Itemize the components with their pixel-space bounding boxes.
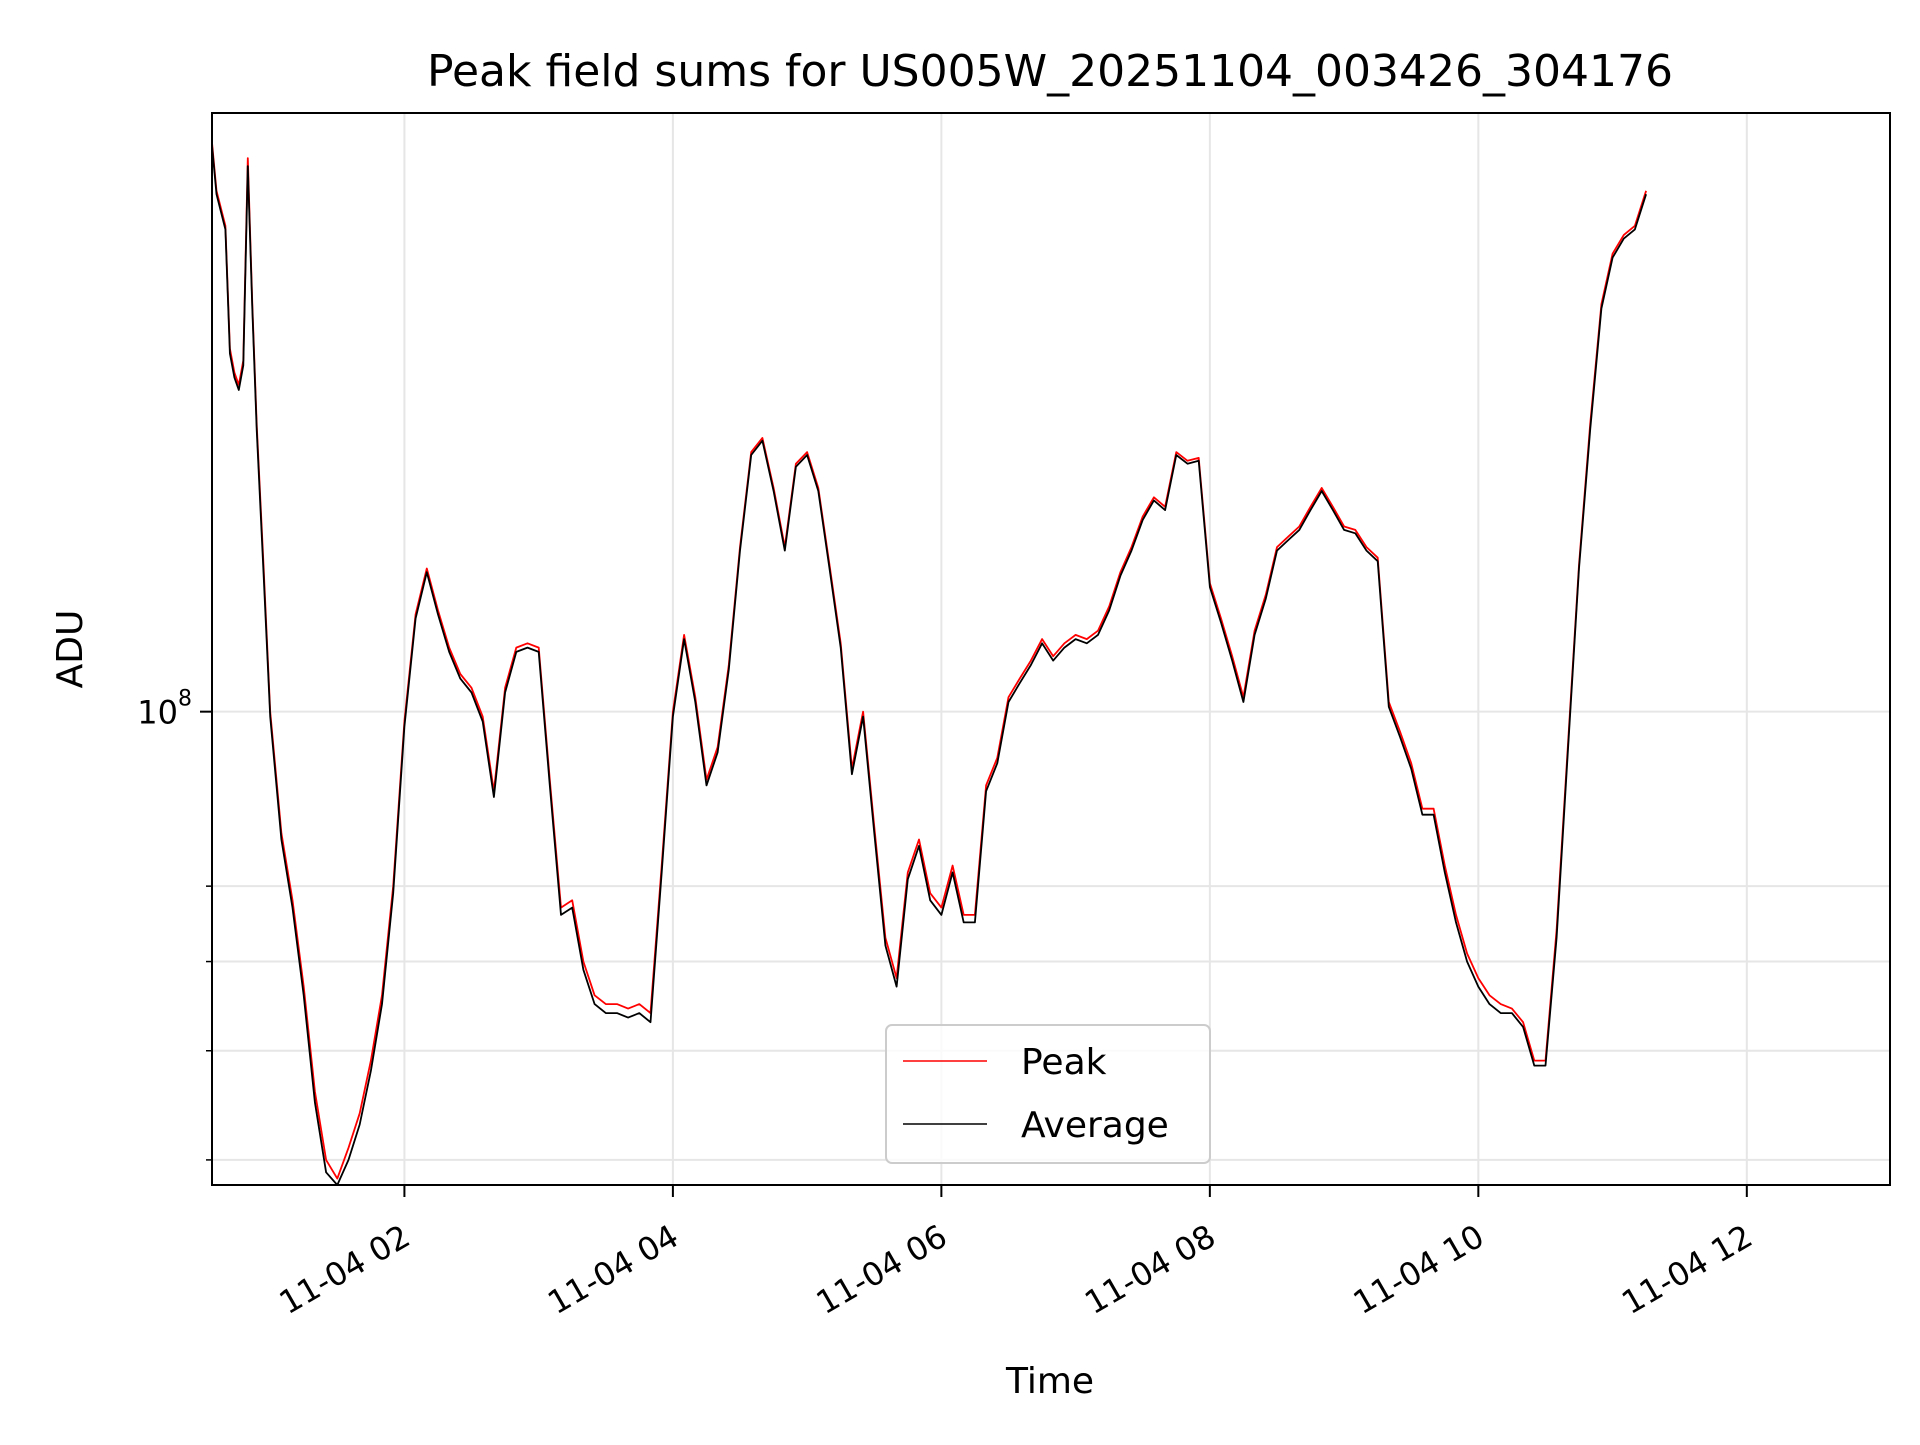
y-axis-ticks: 10 8 bbox=[137, 687, 212, 1161]
chart-title: Peak field sums for US005W_20251104_0034… bbox=[427, 46, 1673, 97]
series-line-average bbox=[211, 145, 1647, 1186]
legend: Peak Average bbox=[885, 1024, 1211, 1164]
y-tick-label-exponent: 8 bbox=[178, 687, 192, 712]
y-tick-label: 10 bbox=[137, 694, 178, 732]
legend-box bbox=[885, 1024, 1211, 1164]
x-axis-label: Time bbox=[1005, 1361, 1094, 1402]
legend-label-average: Average bbox=[1021, 1105, 1169, 1146]
series-layer bbox=[211, 142, 1647, 1186]
legend-label-peak: Peak bbox=[1021, 1042, 1107, 1083]
y-axis-label: ADU bbox=[50, 610, 91, 689]
plot-area-background bbox=[212, 113, 1890, 1185]
plot-frame bbox=[211, 112, 1891, 1186]
